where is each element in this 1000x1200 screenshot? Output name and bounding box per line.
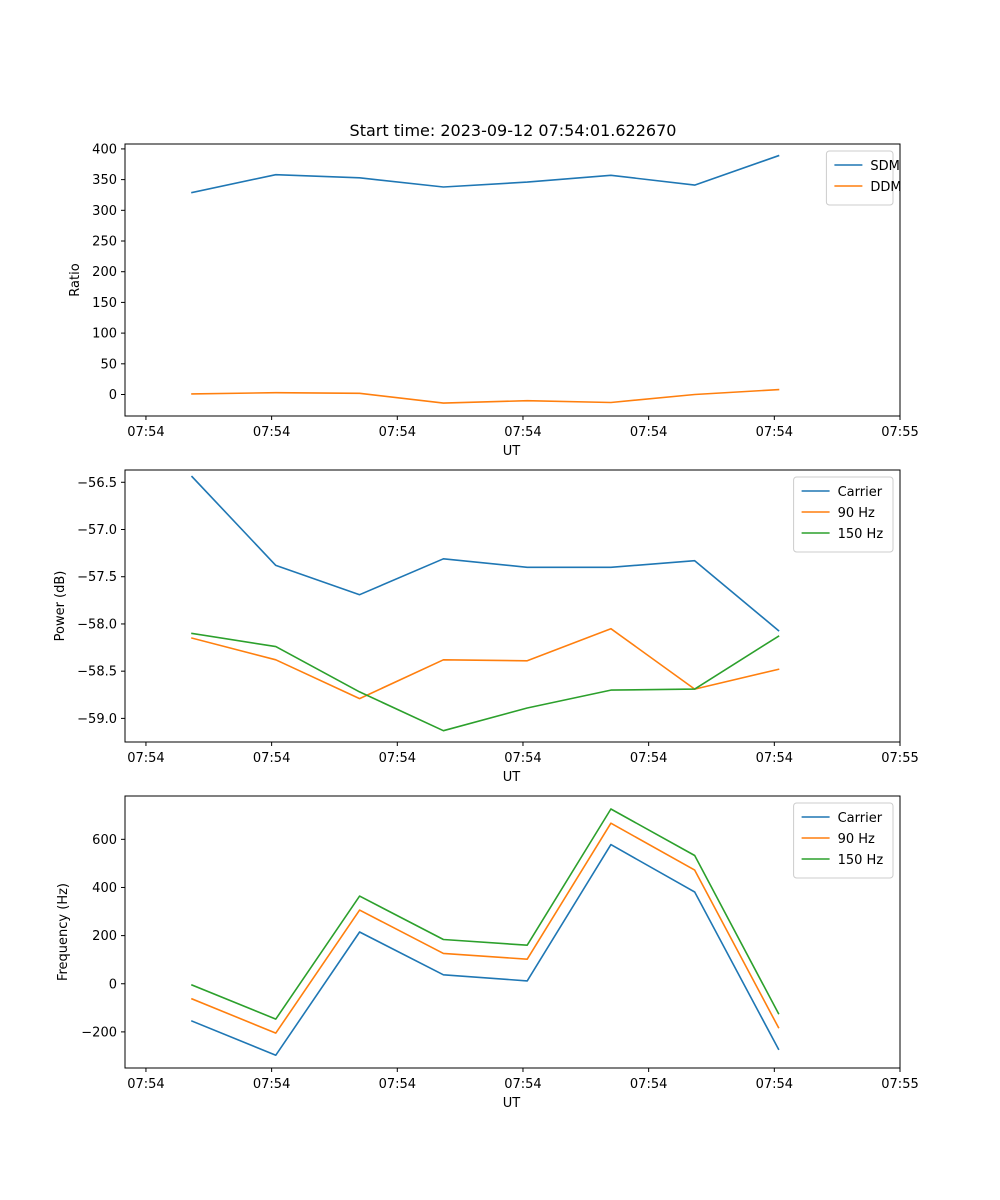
y-axis-label: Frequency (Hz) [56, 883, 71, 981]
plot-panel-1: 07:54 07:54 07:54 07:54 07:54 07:54 07:55 0 50 10… [68, 142, 919, 459]
y-tick-label: 400 [92, 142, 117, 157]
y-tick-label: 200 [92, 929, 117, 944]
x-tick-label: 07:54 [756, 1077, 793, 1092]
y-axis-label: Power (dB) [53, 571, 68, 642]
series-line-150-hz [191, 632, 780, 732]
legend-label: 90 Hz [838, 832, 875, 847]
y-tick-label: −200 [81, 1025, 117, 1040]
x-tick-label: 07:54 [504, 425, 541, 440]
legend-label: SDM [870, 159, 899, 174]
x-tick-label: 07:54 [504, 751, 541, 766]
legend: SDM DDM [825, 150, 902, 206]
y-tick-label: −58.5 [77, 665, 117, 680]
x-tick-label: 07:54 [756, 751, 793, 766]
y-tick-label: −56.5 [77, 476, 117, 491]
series-line-carrier [190, 475, 780, 632]
x-tick-label: 07:55 [881, 425, 918, 440]
series-line-150-hz [190, 808, 780, 1020]
x-tick-label: 07:54 [253, 751, 290, 766]
y-axis-label: Ratio [68, 263, 83, 296]
y-tick-label: 350 [92, 173, 117, 188]
axes-frame [124, 795, 901, 1069]
legend-label: Carrier [838, 485, 883, 500]
legend: Carrier 90 Hz 150 Hz [793, 802, 894, 879]
y-tick-label: 600 [92, 833, 117, 848]
x-tick-label: 07:54 [630, 425, 667, 440]
series-line-ddm [191, 388, 780, 404]
axes-frame [124, 469, 901, 743]
y-tick-label: 150 [92, 296, 117, 311]
series-line-sdm [191, 154, 780, 194]
x-tick-label: 07:54 [379, 1077, 416, 1092]
x-tick-label: 07:54 [756, 425, 793, 440]
plot-panel-2: 07:54 07:54 07:54 07:54 07:54 07:54 07:55 −59.0… [53, 469, 919, 785]
y-tick-label: 300 [92, 204, 117, 219]
y-tick-label: −57.0 [77, 523, 117, 538]
y-tick-label: −58.0 [77, 617, 117, 632]
x-tick-label: 07:54 [127, 1077, 164, 1092]
y-tick-label: 200 [92, 265, 117, 280]
series-line-90-hz [190, 822, 780, 1034]
chart-title: Start time: 2023-09-12 07:54:01.622670 [350, 121, 677, 140]
legend-label: 90 Hz [838, 506, 875, 521]
legend-label: 150 Hz [838, 527, 884, 542]
x-axis-label: UT [503, 1096, 521, 1111]
legend-label: DDM [870, 180, 901, 195]
x-tick-label: 07:55 [881, 1077, 918, 1092]
y-tick-label: −57.5 [77, 570, 117, 585]
axes-frame [124, 143, 901, 417]
x-tick-label: 07:54 [127, 425, 164, 440]
x-tick-label: 07:54 [253, 425, 290, 440]
plot-panel-3: 07:54 07:54 07:54 07:54 07:54 07:54 07:55 −200 0… [56, 795, 919, 1111]
x-tick-label: 07:54 [253, 1077, 290, 1092]
series-line-90-hz [191, 627, 780, 700]
series-line-carrier [190, 843, 780, 1056]
x-tick-label: 07:54 [504, 1077, 541, 1092]
x-axis-label: UT [503, 770, 521, 785]
x-tick-label: 07:54 [127, 751, 164, 766]
x-tick-label: 07:55 [881, 751, 918, 766]
y-tick-label: 50 [100, 357, 117, 372]
x-axis-label: UT [503, 444, 521, 459]
x-tick-label: 07:54 [379, 751, 416, 766]
x-tick-label: 07:54 [630, 751, 667, 766]
y-tick-label: 250 [92, 235, 117, 250]
y-tick-label: 400 [92, 881, 117, 896]
legend-label: 150 Hz [838, 853, 884, 868]
legend: Carrier 90 Hz 150 Hz [793, 476, 894, 553]
x-tick-label: 07:54 [630, 1077, 667, 1092]
y-tick-label: 0 [109, 977, 117, 992]
legend-label: Carrier [838, 811, 883, 826]
y-tick-label: −59.0 [77, 712, 117, 727]
x-tick-label: 07:54 [379, 425, 416, 440]
y-tick-label: 100 [92, 327, 117, 342]
y-tick-label: 0 [109, 388, 117, 403]
